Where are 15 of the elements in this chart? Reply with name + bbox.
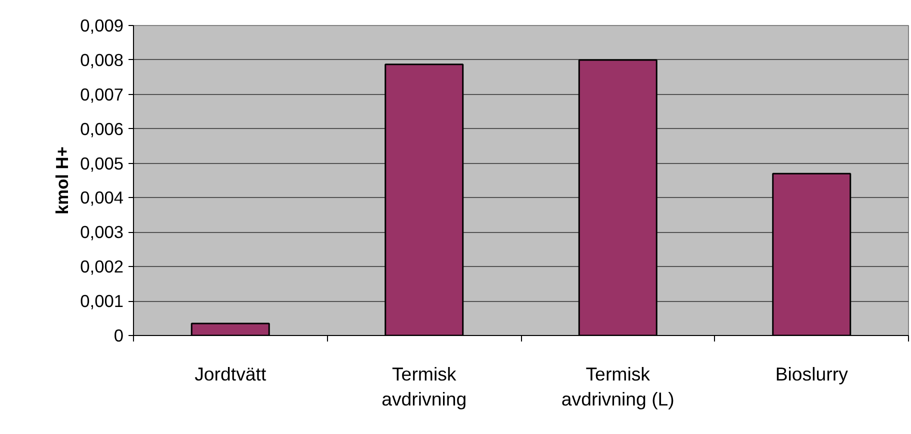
- x-tick-label: Termisk avdrivning: [382, 364, 467, 410]
- x-tick-label: Jordtvätt: [194, 364, 267, 384]
- y-tick-label: 0: [114, 326, 124, 346]
- y-tick-label: 0,002: [80, 256, 124, 277]
- y-tick-label: 0,004: [80, 188, 124, 208]
- y-tick-label: 0,008: [80, 50, 124, 70]
- x-tick-label: Bioslurry: [775, 364, 849, 384]
- y-tick-label: 0,009: [80, 16, 124, 36]
- y-tick-label: 0,006: [80, 118, 124, 139]
- y-axis-title: kmol H+: [52, 146, 72, 214]
- y-tick-label: 0,001: [80, 291, 124, 312]
- x-tick-label: Termisk avdrivning (L): [561, 364, 674, 410]
- y-tick-label: 0,007: [80, 84, 124, 104]
- y-tick-label: 0,005: [80, 153, 124, 174]
- y-tick-label: 0,003: [80, 222, 124, 242]
